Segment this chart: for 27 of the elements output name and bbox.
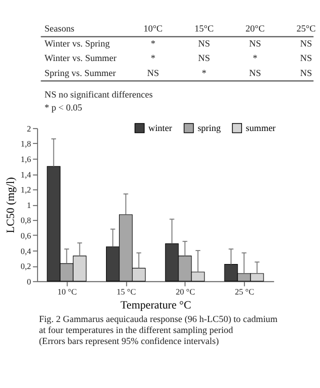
y-tick-label: 0,2: [20, 262, 32, 272]
y-tick-label: 0,8: [20, 216, 32, 226]
x-tick-label: 20 °C: [176, 288, 196, 297]
y-tick-label: 1,6: [20, 154, 32, 164]
legend-label: spring: [198, 124, 222, 134]
y-tick-label: 1: [26, 200, 32, 210]
text: * p < 0.05: [44, 104, 83, 114]
x-axis-title: Temperature °C: [120, 300, 192, 312]
x-tick-label: 15 °C: [116, 288, 136, 297]
x-tick-label: 10 °C: [57, 288, 78, 297]
y-tick-label: 0,4: [20, 246, 32, 256]
y-axis-title: LC50 (mg/l): [5, 176, 18, 234]
y-tick-label: 1,4: [20, 170, 32, 180]
legend-label: summer: [246, 124, 276, 134]
legend-label: winter: [148, 124, 172, 134]
x-tick-label: 25 °C: [234, 288, 255, 297]
y-tick-label: 1,8: [20, 140, 32, 149]
y-tick-label: 0,6: [20, 232, 32, 241]
text: Winter vs. Summer * NS * NS: [44, 54, 312, 64]
caption: Fig. 2 Gammarus aequicauda response (96 h-LC50) to cadmium at four temperatures in the different sampling period (Errors bars represent 95% confidence intervals): [38, 314, 278, 348]
text: Winter vs. Spring * NS NS NS: [44, 39, 312, 50]
y-tick-label: 1,2: [20, 186, 32, 195]
y-tick-label: 0: [26, 277, 32, 286]
y-tick-label: 2: [26, 124, 32, 134]
text: Seasons 10°C 15°C 20°C 25°C: [44, 24, 316, 35]
text: Spring vs. Summer NS * NS NS: [44, 68, 312, 79]
text: NS no significant differences: [44, 90, 154, 101]
